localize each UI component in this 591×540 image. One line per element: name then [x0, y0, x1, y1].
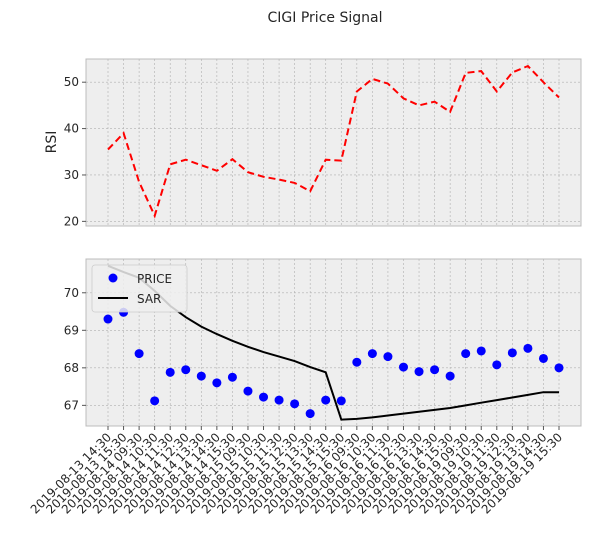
price-point: [305, 409, 315, 419]
price-point: [321, 395, 331, 405]
price-point: [243, 386, 253, 396]
price-point: [523, 343, 533, 353]
rsi-ytick-label: 50: [64, 75, 79, 89]
price-point: [165, 367, 175, 377]
price-point: [445, 371, 455, 381]
rsi-line: [107, 64, 560, 219]
price-ytick-label: 69: [64, 323, 79, 337]
price-point: [290, 399, 300, 409]
price-point: [492, 360, 502, 370]
price-ytick-label: 67: [64, 398, 79, 412]
price-point: [227, 372, 237, 382]
rsi-ytick-label: 30: [64, 168, 79, 182]
legend-sar-label: SAR: [137, 292, 161, 306]
price-point: [461, 349, 471, 359]
price-point: [383, 352, 393, 362]
price-point: [476, 346, 486, 356]
legend-price-label: PRICE: [137, 272, 172, 286]
price-point: [538, 353, 548, 363]
price-ytick-label: 70: [64, 286, 79, 300]
price-point: [554, 363, 564, 373]
price-point: [367, 349, 377, 359]
rsi-plot-area: [85, 58, 582, 227]
rsi-panel: 20 30 40 50: [64, 58, 582, 228]
sar-line: [107, 264, 559, 421]
price-point: [181, 365, 191, 375]
price-point: [398, 362, 408, 372]
price-point: [414, 367, 424, 377]
rsi-ytick-label: 40: [64, 122, 79, 136]
price-point: [103, 314, 113, 324]
price-point: [352, 357, 362, 367]
price-point: [430, 365, 440, 375]
price-ytick-label: 68: [64, 361, 79, 375]
price-point: [507, 348, 517, 358]
rsi-axis-label: RSI: [44, 131, 60, 154]
legend-price-marker: [108, 273, 118, 283]
chart-title: CIGI Price Signal: [268, 10, 383, 26]
price-point: [134, 349, 144, 359]
price-point: [196, 371, 206, 381]
price-point: [259, 392, 269, 402]
legend: PRICE SAR: [91, 264, 188, 313]
rsi-ytick-label: 20: [64, 214, 79, 228]
price-point: [150, 396, 160, 406]
price-point: [212, 378, 222, 388]
price-point: [336, 396, 346, 406]
price-point: [274, 395, 284, 405]
